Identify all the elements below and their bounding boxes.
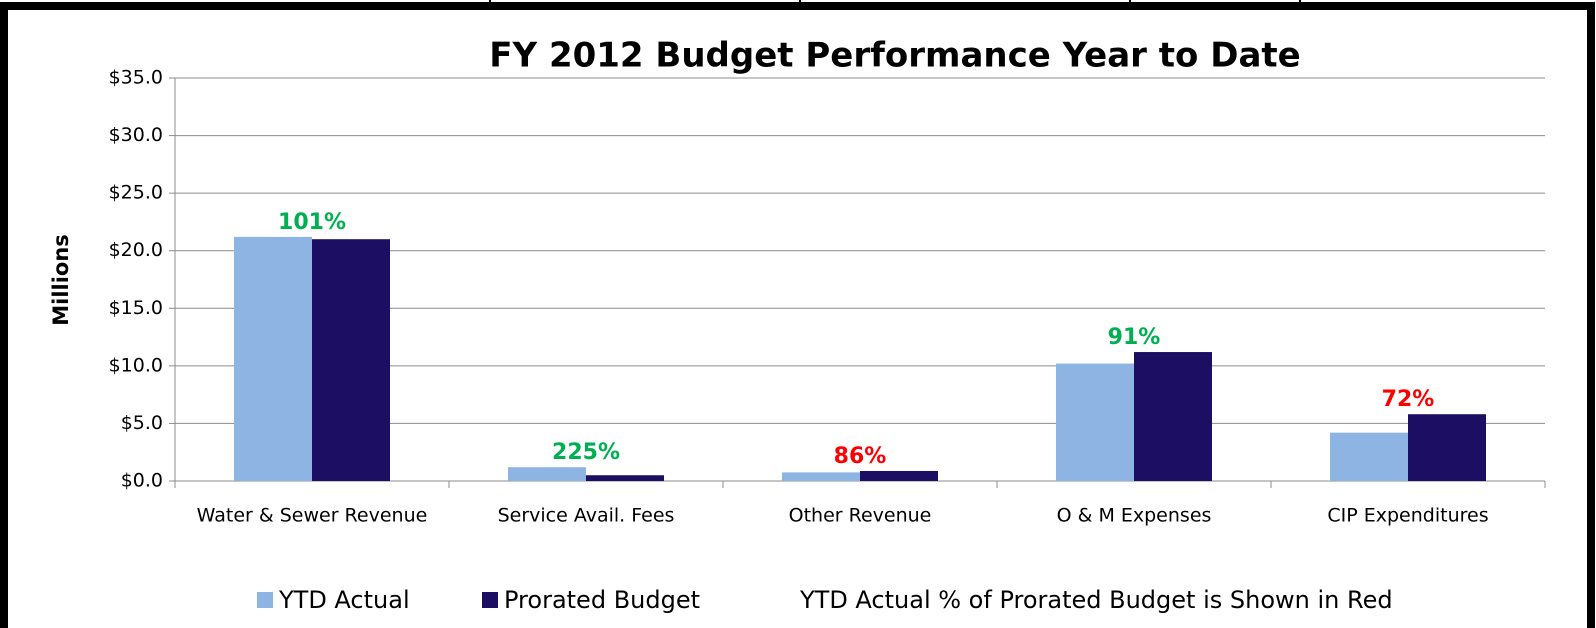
y-tick-label: $5.0 <box>121 412 163 434</box>
ratio-label: 101% <box>278 210 346 235</box>
ratio-label: 72% <box>1382 387 1435 412</box>
y-tick-label: $30.0 <box>109 124 163 146</box>
x-tick-label: Water & Sewer Revenue <box>197 505 428 527</box>
bar <box>586 475 664 481</box>
ratio-label: 86% <box>834 444 887 469</box>
legend-note: YTD Actual % of Prorated Budget is Shown… <box>799 586 1393 614</box>
bar <box>1330 432 1408 481</box>
table-remnant <box>489 0 1301 6</box>
y-tick-label: $15.0 <box>109 297 163 319</box>
y-tick-label: $0.0 <box>121 470 163 492</box>
ratio-label: 225% <box>552 440 620 465</box>
y-tick-label: $10.0 <box>109 354 163 376</box>
ratio-label: 91% <box>1108 325 1161 350</box>
bar <box>860 470 938 481</box>
y-tick-label: $25.0 <box>109 182 163 204</box>
bar <box>312 239 390 481</box>
bar <box>782 472 860 481</box>
legend-swatch <box>482 592 498 608</box>
y-tick-label: $35.0 <box>109 67 163 89</box>
x-tick-label: CIP Expenditures <box>1327 505 1488 527</box>
bar <box>1134 352 1212 481</box>
bar <box>234 236 312 481</box>
legend-label: Prorated Budget <box>504 586 700 614</box>
y-tick-label: $20.0 <box>109 239 163 261</box>
legend-swatch <box>257 592 273 608</box>
chart-title: FY 2012 Budget Performance Year to Date <box>489 36 1300 76</box>
y-axis-label: Millions <box>49 234 73 326</box>
bar <box>1408 414 1486 481</box>
bar <box>508 467 586 481</box>
x-tick-label: O & M Expenses <box>1057 505 1212 527</box>
legend-label: YTD Actual <box>278 586 410 614</box>
x-tick-label: Service Avail. Fees <box>498 505 675 527</box>
bar <box>1056 363 1134 481</box>
x-tick-label: Other Revenue <box>789 505 932 527</box>
